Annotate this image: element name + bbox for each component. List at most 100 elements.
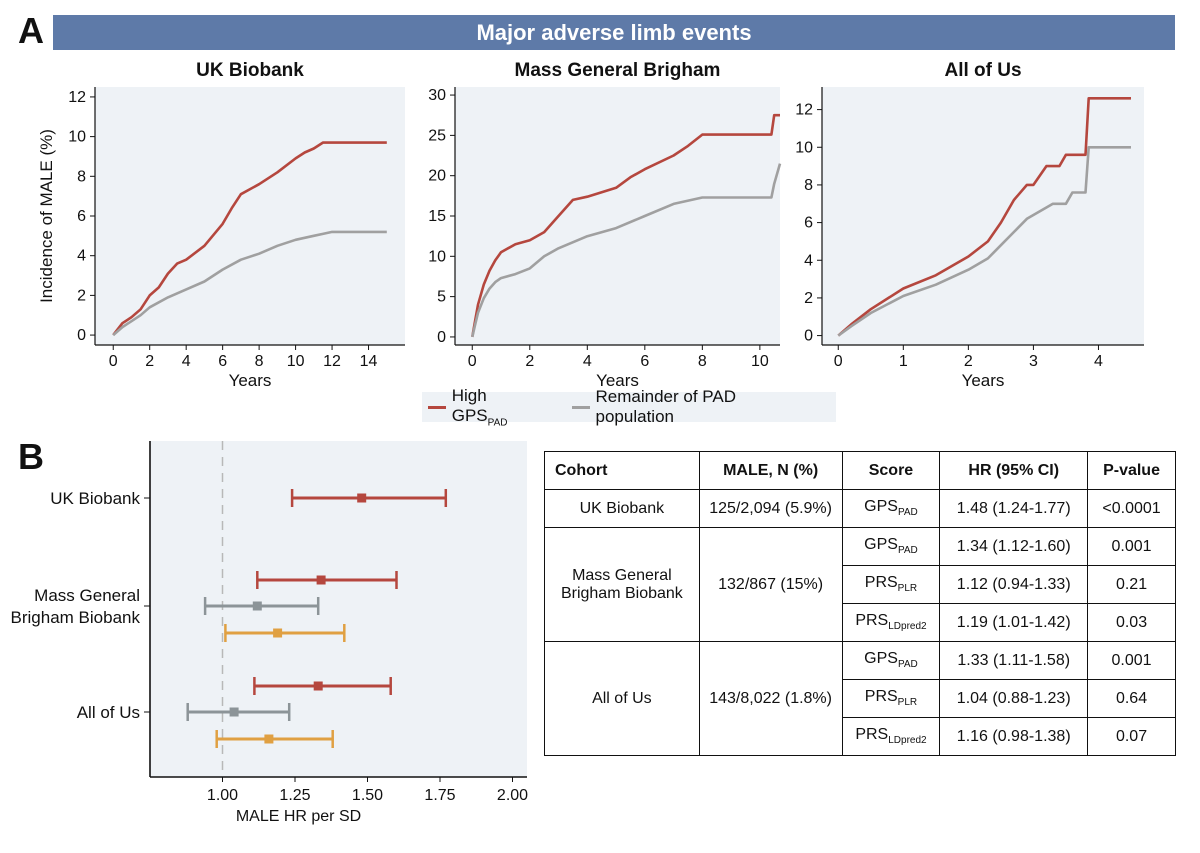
table-row: UK Biobank 125/2,094 (5.9%) GPSPAD 1.48 … <box>544 489 1176 528</box>
forest-x-tick-label: 1.75 <box>424 787 455 804</box>
th-cohort: Cohort <box>544 451 700 490</box>
y-tick-label: 12 <box>68 89 86 106</box>
legend-label-high: High GPSPAD <box>451 385 508 429</box>
th-score: Score <box>841 451 941 490</box>
banner-title: Major adverse limb events <box>476 19 752 45</box>
km-chart-uk-biobank: 0 2 4 6 8 10 12 0 2 4 6 8 10 12 14 Years Incidence of MA… <box>37 87 405 390</box>
x-axis-label: Years <box>229 371 272 390</box>
y-tick-label: 25 <box>428 127 446 144</box>
series-line-remainder-of-pad-population <box>471 163 782 338</box>
legend-swatch-high <box>428 405 446 409</box>
x-tick-label: 0 <box>468 353 477 370</box>
chart-title-mass-general-brigham: Mass General Brigham <box>514 60 721 81</box>
forest-point-prs-plr <box>203 597 320 615</box>
hr-point <box>313 681 323 691</box>
cell-p: 0.07 <box>1087 717 1176 756</box>
series-line-high-gps-pad <box>471 113 780 338</box>
forest-point-gps-pad <box>290 489 448 507</box>
y-tick-label: 15 <box>428 208 446 225</box>
legend-label-rest: Remainder of PAD population <box>595 387 736 426</box>
x-tick-label: 6 <box>218 353 227 370</box>
x-tick-label: 4 <box>1094 353 1103 370</box>
x-tick-label: 2 <box>145 353 154 370</box>
hr-point <box>229 707 239 717</box>
th-hr: HR (95% CI) <box>939 451 1089 490</box>
y-tick-label: 0 <box>437 329 446 346</box>
x-tick-label: 10 <box>287 353 305 370</box>
cell-male: 132/867 (15%) <box>698 527 843 642</box>
forest-point-gps-pad <box>253 677 392 695</box>
cell-score: PRSLDpred2 <box>841 603 941 642</box>
hr-point <box>264 734 274 744</box>
forest-x-tick-label: 1.25 <box>279 787 310 804</box>
table-row: PRSLDpred2 1.19 (1.01-1.42) 0.03 <box>545 603 1176 642</box>
section-banner: Major adverse limb events <box>53 15 1175 50</box>
legend-swatch-rest <box>571 405 590 409</box>
table-row: PRSLDpred2 1.16 (0.98-1.38) 0.07 <box>545 717 1176 756</box>
forest-x-axis-label: MALE HR per SD <box>236 808 361 825</box>
legend-item-remainder: Remainder of PAD population <box>571 387 816 427</box>
forest-chart: 1.00 1.25 1.50 1.75 2.00 MALE HR per SD UK Bio… <box>11 441 528 825</box>
cell-hr: 1.04 (0.88-1.23) <box>939 679 1089 718</box>
table-row: PRSPLR 1.12 (0.94-1.33) 0.21 <box>545 565 1176 604</box>
y-tick-label: 8 <box>77 168 86 185</box>
x-tick-label: 8 <box>255 353 264 370</box>
cell-score: GPSPAD <box>841 641 941 680</box>
cell-p: 0.64 <box>1087 679 1176 718</box>
y-tick-label: 2 <box>804 290 813 307</box>
forest-x-tick-label: 1.50 <box>352 787 383 804</box>
series-line-high-gps-pad <box>112 141 387 336</box>
series-line-remainder-of-pad-population <box>112 230 387 337</box>
forest-point-gps-pad <box>256 571 398 589</box>
y-tick-label: 10 <box>428 248 446 265</box>
forest-group-label: Brigham Biobank <box>11 608 141 627</box>
x-tick-label: 2 <box>964 353 973 370</box>
forest-x-tick-label: 1.00 <box>207 787 238 804</box>
x-tick-label: 6 <box>640 353 649 370</box>
cell-score: PRSPLR <box>841 565 941 604</box>
y-axis-label: Incidence of MALE (%) <box>37 129 56 303</box>
cell-score: PRSLDpred2 <box>841 717 941 756</box>
y-tick-label: 10 <box>795 139 813 156</box>
x-tick-label: 4 <box>182 353 191 370</box>
hr-point <box>357 493 367 503</box>
y-tick-label: 12 <box>795 102 813 119</box>
x-tick-label: 0 <box>834 353 843 370</box>
y-tick-label: 6 <box>77 208 86 225</box>
cell-score: GPSPAD <box>841 489 941 528</box>
km-chart-mass-general-brigham: 0 5 10 15 20 25 30 0 2 4 6 8 10 Years <box>428 87 782 390</box>
x-axis-label: Years <box>962 371 1005 390</box>
y-tick-label: 4 <box>804 252 813 269</box>
cell-hr: 1.48 (1.24-1.77) <box>939 489 1089 528</box>
x-tick-label: 0 <box>109 353 118 370</box>
y-tick-label: 30 <box>428 87 446 104</box>
cell-hr: 1.19 (1.01-1.42) <box>939 603 1089 642</box>
hr-table: Cohort MALE, N (%) Score HR (95% CI) P-v… <box>544 451 1176 756</box>
chart-title-uk-biobank: UK Biobank <box>196 60 304 81</box>
legend-item-high-gps: High GPSPAD <box>428 386 546 428</box>
x-tick-label: 4 <box>583 353 592 370</box>
th-pvalue: P-value <box>1087 451 1176 490</box>
cell-p: 0.03 <box>1087 603 1176 642</box>
cell-cohort: All of Us <box>544 641 700 756</box>
cell-hr: 1.34 (1.12-1.60) <box>939 527 1089 566</box>
panel-a-letter: A <box>18 10 44 51</box>
y-tick-label: 10 <box>68 129 86 146</box>
chart-title-all-of-us: All of Us <box>944 60 1022 81</box>
y-tick-label: 6 <box>804 215 813 232</box>
cell-score: PRSPLR <box>841 679 941 718</box>
cell-hr: 1.16 (0.98-1.38) <box>939 717 1089 756</box>
y-tick-label: 5 <box>437 289 446 306</box>
series-line-high-gps-pad <box>837 97 1131 337</box>
forest-group-label: Mass General <box>34 586 140 605</box>
cell-cohort: Mass General Brigham Biobank <box>544 527 700 642</box>
cell-male: 125/2,094 (5.9%) <box>698 489 843 528</box>
table-header-row: Cohort MALE, N (%) Score HR (95% CI) P-v… <box>544 451 1176 490</box>
th-male: MALE, N (%) <box>698 451 843 490</box>
y-tick-label: 20 <box>428 168 446 185</box>
y-tick-label: 4 <box>77 248 86 265</box>
x-tick-label: 12 <box>323 353 341 370</box>
